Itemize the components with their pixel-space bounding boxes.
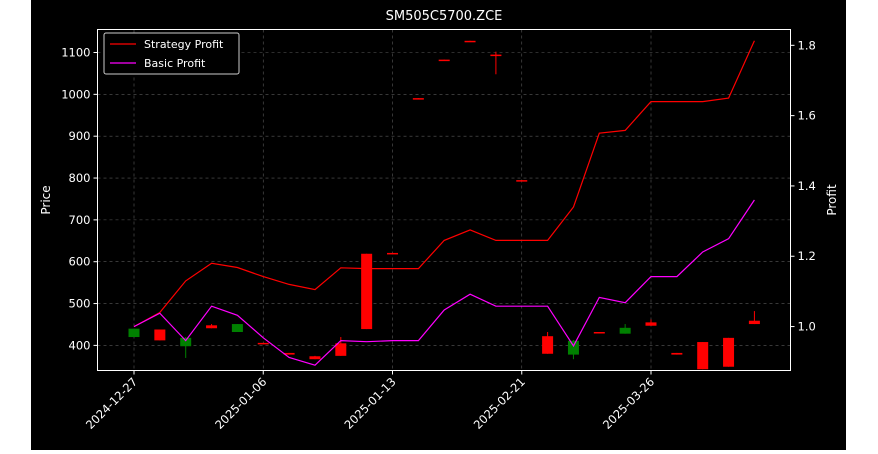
legend: Strategy Profit Basic Profit: [103, 32, 240, 75]
candle-body: [206, 325, 218, 329]
left-tick-label: 700: [69, 213, 91, 227]
candle-body: [257, 342, 269, 345]
legend-strategy-label: Strategy Profit: [144, 38, 224, 51]
right-tick-label: 1.6: [798, 109, 816, 123]
candle-body: [231, 324, 243, 333]
left-tick-label: 500: [69, 297, 91, 311]
candles: [128, 40, 760, 370]
candle-body: [645, 322, 657, 326]
candle-body: [335, 343, 347, 356]
right-tick-label: 1.0: [798, 320, 816, 334]
right-axis-label: Profit: [825, 184, 839, 216]
candle-body: [412, 98, 424, 100]
left-y-axis: 400 500 600 700 800 900 1000 1100: [61, 46, 98, 352]
left-tick-label: 400: [69, 338, 91, 352]
candle-body: [542, 336, 554, 354]
left-tick-label: 900: [69, 129, 91, 143]
candle-body: [567, 340, 579, 355]
candle-body: [283, 352, 295, 355]
legend-basic-label: Basic Profit: [144, 57, 206, 70]
candle-body: [361, 253, 373, 330]
candle-body: [387, 252, 398, 255]
strategy-profit-line: [133, 40, 755, 328]
left-tick-label: 1100: [61, 46, 90, 60]
candle-body: [697, 342, 709, 370]
candle-body: [671, 352, 683, 355]
profit-lines: [133, 40, 755, 366]
candle-body: [593, 332, 605, 334]
plot-frame: [97, 29, 791, 371]
candle-body: [516, 180, 528, 182]
left-tick-label: 1000: [61, 87, 90, 101]
candle-body: [128, 328, 140, 338]
left-tick-label: 800: [69, 171, 91, 185]
candle-body: [438, 59, 450, 62]
candle-body: [464, 40, 476, 43]
grid: [97, 29, 791, 371]
figure-background: [31, 0, 846, 450]
legend-box: [103, 32, 240, 75]
right-tick-label: 1.8: [798, 38, 816, 52]
basic-profit-line: [133, 199, 755, 366]
candle-body: [748, 320, 760, 325]
candle-body: [154, 329, 166, 341]
candle-body: [723, 337, 735, 367]
right-y-axis: 1.0 1.2 1.4 1.6 1.8: [790, 38, 816, 334]
candle-body: [490, 54, 502, 57]
right-tick-label: 1.2: [798, 249, 816, 263]
right-tick-label: 1.4: [798, 179, 816, 193]
chart-title: SM505C5700.ZCE: [386, 9, 503, 24]
candle-body: [309, 356, 321, 360]
candle-body: [619, 327, 631, 334]
candle-body: [180, 337, 192, 347]
left-axis-label: Price: [39, 185, 53, 214]
left-tick-label: 600: [69, 255, 91, 269]
